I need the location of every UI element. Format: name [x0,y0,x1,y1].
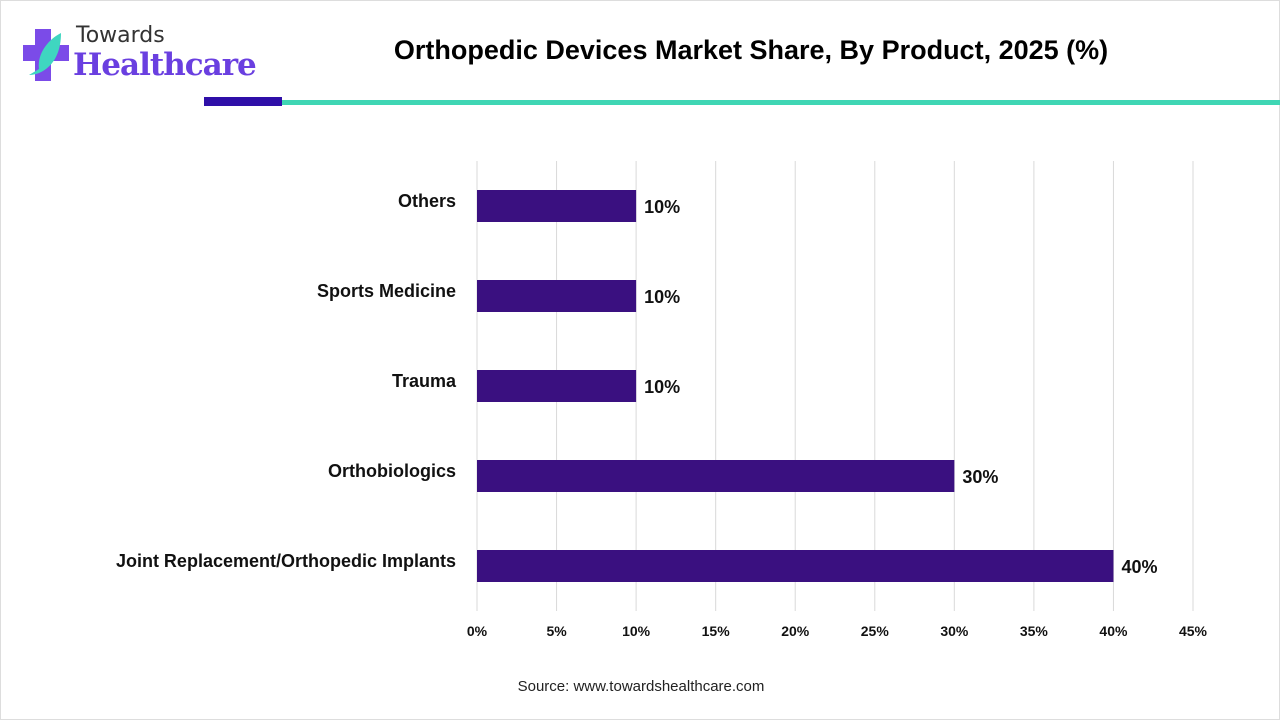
category-label: Trauma [392,371,457,391]
logo-text-healthcare: Healthcare [73,47,257,83]
chart-title: Orthopedic Devices Market Share, By Prod… [393,35,1109,65]
logo: Towards Healthcare [21,23,261,83]
category-label: Sports Medicine [317,281,456,301]
category-label: Others [398,191,456,211]
bar [477,370,637,402]
title-underline-teal [282,100,1280,105]
x-tick-label: 35% [1020,623,1049,639]
category-label: Orthobiologics [328,461,456,481]
x-tick-label: 0% [467,623,488,639]
source-text: Source: www.towardshealthcare.com [517,678,765,695]
bar [477,190,637,222]
x-tick-label: 40% [1099,623,1128,639]
x-tick-label: 30% [940,623,969,639]
bar [477,280,637,312]
x-tick-label: 25% [861,623,890,639]
x-tick-label: 10% [622,623,651,639]
data-label: 10% [644,287,680,307]
logo-cross-leaf-icon [23,29,69,81]
logo-text-towards: Towards [76,23,165,48]
data-label: 40% [1121,557,1157,577]
x-tick-label: 20% [781,623,810,639]
bar [477,460,955,492]
bar [477,550,1114,582]
data-label: 10% [644,377,680,397]
data-label: 10% [644,197,680,217]
x-tick-label: 5% [546,623,567,639]
x-tick-label: 15% [702,623,731,639]
x-tick-label: 45% [1179,623,1208,639]
category-label: Joint Replacement/Orthopedic Implants [116,551,456,571]
data-label: 30% [962,467,998,487]
title-underline-dark [204,97,282,106]
